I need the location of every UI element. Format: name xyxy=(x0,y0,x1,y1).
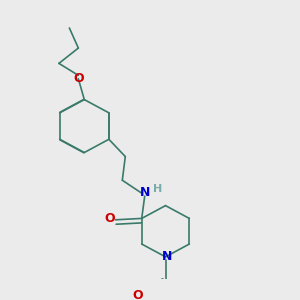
Text: N: N xyxy=(140,186,150,199)
Text: O: O xyxy=(73,72,84,85)
Text: O: O xyxy=(105,212,116,225)
Text: H: H xyxy=(153,184,162,194)
Text: O: O xyxy=(132,289,143,300)
Text: N: N xyxy=(162,250,172,263)
